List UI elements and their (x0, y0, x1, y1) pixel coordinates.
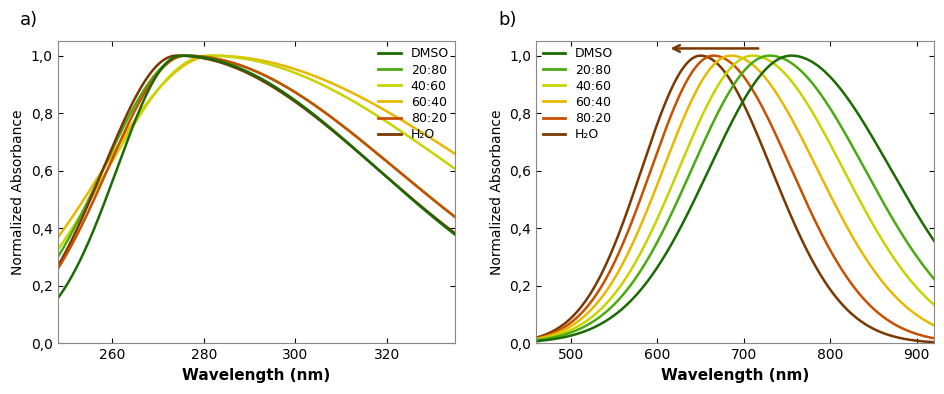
Text: b): b) (497, 11, 515, 29)
X-axis label: Wavelength (nm): Wavelength (nm) (182, 368, 330, 383)
Legend: DMSO, 20:80, 40:60, 60:40, 80:20, H₂O: DMSO, 20:80, 40:60, 60:40, 80:20, H₂O (378, 48, 448, 141)
Text: a): a) (20, 11, 38, 29)
Y-axis label: Normalized Absorbance: Normalized Absorbance (11, 110, 25, 275)
Y-axis label: Normalized Absorbance: Normalized Absorbance (489, 110, 503, 275)
Legend: DMSO, 20:80, 40:60, 60:40, 80:20, H₂O: DMSO, 20:80, 40:60, 60:40, 80:20, H₂O (542, 48, 613, 141)
X-axis label: Wavelength (nm): Wavelength (nm) (660, 368, 808, 383)
